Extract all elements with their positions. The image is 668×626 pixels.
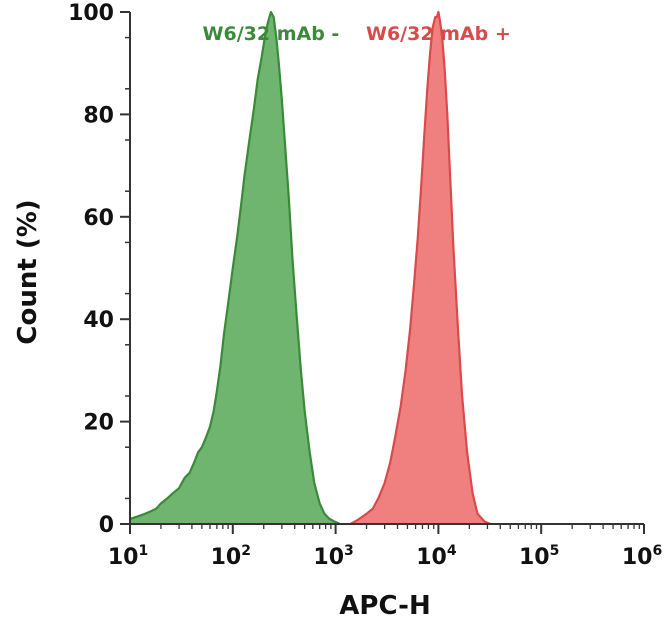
x-tick-label: 101 (108, 543, 148, 570)
y-tick-label: 80 (83, 103, 114, 128)
y-tick-label: 20 (83, 411, 114, 436)
x-tick-label: 105 (519, 543, 559, 570)
y-axis-title: Count (%) (13, 199, 43, 344)
y-tick-label: 60 (83, 206, 114, 231)
series-layer (129, 10, 491, 526)
x-tick-label: 106 (622, 543, 662, 570)
series-line-1 (129, 10, 341, 526)
legend-label-2: W6/32 mAb + (366, 23, 511, 45)
x-tick-label: 102 (211, 543, 251, 570)
series-area-1 (130, 12, 340, 524)
x-axis-title: APC-H (339, 591, 430, 621)
legend-label-1: W6/32 mAb - (203, 23, 340, 45)
x-tick-label: 104 (416, 543, 457, 570)
series-line-2 (350, 10, 491, 526)
y-tick-label: 0 (99, 513, 114, 538)
series-area-2 (350, 12, 491, 524)
y-tick-label: 40 (83, 308, 114, 333)
ticks-layer: 0 20 40 60 80 100 101 102 103 104 105 106 (68, 1, 662, 570)
labels-layer: W6/32 mAb - W6/32 mAb + (203, 23, 511, 45)
axes-layer (129, 12, 644, 525)
y-tick-label: 100 (68, 1, 114, 26)
x-tick-label: 103 (313, 543, 353, 570)
